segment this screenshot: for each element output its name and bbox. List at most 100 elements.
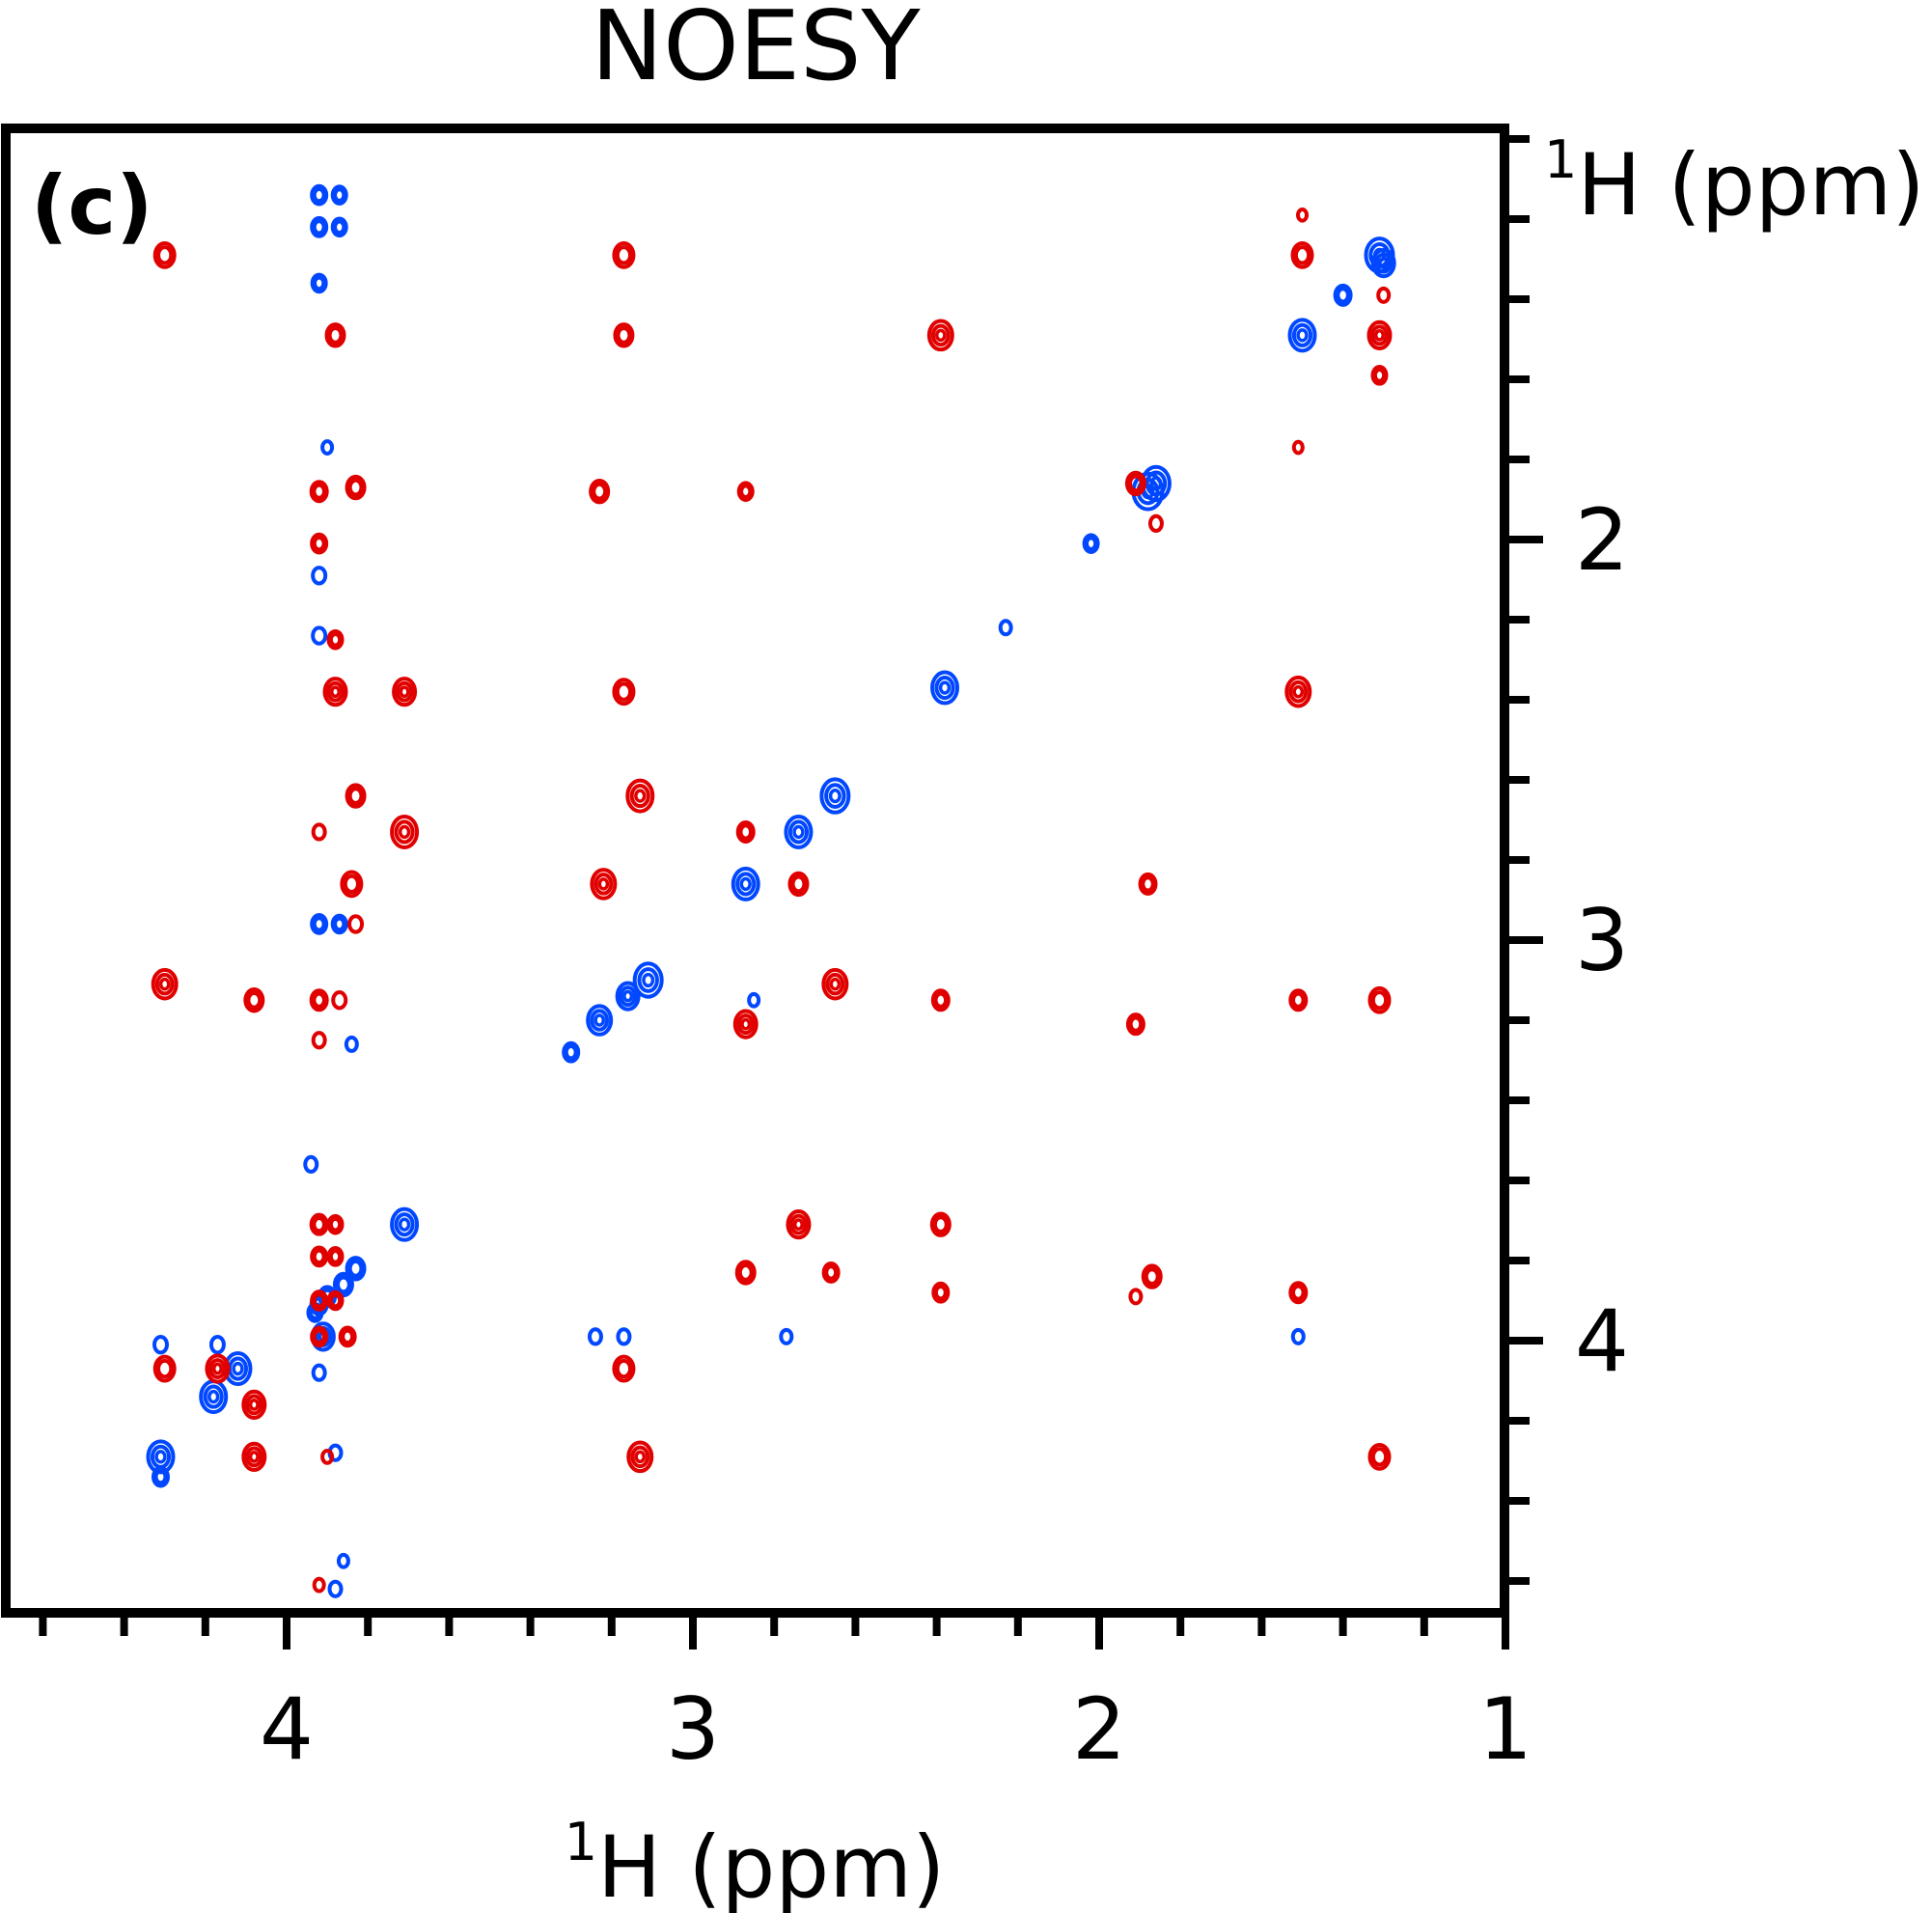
x-tick-label-1: 1: [1478, 1679, 1532, 1779]
negative-peak-24: [625, 778, 655, 814]
x-tick-label-4: 4: [260, 1679, 314, 1779]
x-tick-label-3: 3: [666, 1679, 720, 1779]
negative-peak-17: [310, 532, 329, 555]
positive-peak-3: [1287, 318, 1317, 353]
positive-peak-38: [330, 913, 348, 935]
negative-peak-62: [612, 1354, 636, 1383]
positive-peak-29: [310, 183, 329, 207]
positive-peak-43: [616, 1327, 632, 1346]
plot-frame: [1, 124, 1509, 1618]
y-axis-label-sup: 1: [1544, 129, 1577, 190]
positive-peak-39: [344, 1035, 359, 1053]
negative-peak-66: [1367, 1442, 1392, 1471]
positive-peak-13: [615, 981, 641, 1012]
negative-peak-40: [1367, 985, 1392, 1014]
negative-peak-6: [613, 322, 635, 348]
y-axis-label: 1H (ppm): [1544, 129, 1925, 235]
positive-peak-46: [152, 1334, 169, 1355]
negative-peak-36: [331, 990, 348, 1011]
positive-peak-31: [310, 215, 329, 238]
negative-peak-19: [322, 677, 348, 707]
negative-peak-35: [309, 988, 329, 1012]
negative-peak-64: [241, 1441, 267, 1472]
positive-peak-44: [779, 1327, 794, 1345]
y-tick-label-3: 3: [1575, 891, 1629, 990]
positive-peak-42: [587, 1327, 603, 1346]
x-axis-label-text: H (ppm): [597, 1817, 945, 1913]
chart-title: NOESY: [591, 0, 921, 102]
positive-peak-2: [1333, 283, 1353, 307]
positive-peak-9: [819, 777, 851, 815]
negative-peak-56: [1128, 1288, 1144, 1306]
negative-peak-51: [821, 1261, 841, 1284]
panel-label: (c): [31, 158, 153, 253]
negative-peak-44: [309, 1212, 329, 1236]
negative-peak-41: [732, 1009, 759, 1040]
positive-peak-14: [586, 1004, 614, 1037]
negative-peak-25: [311, 822, 327, 842]
positive-peak-40: [303, 1154, 319, 1175]
negative-peak-27: [735, 819, 756, 844]
y-tick-label-2: 2: [1575, 490, 1629, 590]
positive-peak-15: [562, 1040, 581, 1064]
negative-peak-22: [1284, 675, 1312, 708]
negative-peak-13: [736, 481, 755, 503]
positive-peak-30: [330, 184, 348, 206]
positive-peak-11: [731, 866, 760, 901]
y-axis-label-text: H (ppm): [1577, 135, 1924, 235]
positive-peak-41: [311, 1363, 327, 1382]
negative-peak-14: [1124, 470, 1146, 497]
negative-peak-63: [241, 1389, 267, 1421]
negative-peak-28: [340, 870, 364, 899]
negative-peak-50: [734, 1260, 757, 1286]
negative-peak-47: [929, 1211, 952, 1237]
negative-peak-54: [326, 1289, 345, 1312]
positive-peak-24: [199, 1379, 229, 1415]
negative-peak-21: [612, 678, 636, 707]
negative-peak-31: [1138, 872, 1158, 896]
positive-peak-17: [345, 1256, 367, 1282]
negative-peak-3: [1376, 286, 1392, 304]
negative-peak-43: [311, 1031, 327, 1050]
negative-peak-59: [338, 1325, 357, 1348]
negative-peak-38: [930, 988, 951, 1012]
y-axis-ticks: 2 3 4: [1504, 135, 1629, 1585]
negative-peak-23: [345, 783, 367, 809]
negative-peak-18: [326, 628, 345, 651]
positive-peak-1: [1370, 248, 1396, 279]
negative-peak-68: [312, 1576, 326, 1594]
positive-peak-35: [311, 566, 328, 586]
negative-peak-65: [626, 1440, 654, 1474]
positive-peak-48: [747, 991, 761, 1009]
negative-peak-48: [310, 1245, 329, 1268]
negative-peak-58: [310, 1325, 329, 1348]
positive-peak-18: [332, 1271, 354, 1298]
positive-peak-6: [1082, 533, 1100, 554]
positive-peak-45: [1290, 1327, 1306, 1345]
y-tick-label-4: 4: [1575, 1291, 1629, 1391]
positive-peak-34: [320, 439, 335, 456]
negative-peak-52: [1141, 1263, 1163, 1289]
negative-peak-67: [320, 1448, 335, 1465]
negative-peak-4: [1296, 208, 1309, 223]
positive-peak-16: [390, 1206, 420, 1242]
positive-peak-37: [310, 913, 329, 935]
positive-peak-10: [784, 814, 814, 849]
negative-peak-16: [1291, 439, 1305, 456]
negative-peak-32: [347, 914, 365, 934]
negative-peak-2: [1290, 240, 1314, 269]
positive-peak-32: [330, 216, 348, 238]
positive-peak-36: [311, 625, 328, 646]
negative-peak-7: [926, 319, 954, 352]
x-tick-label-2: 2: [1072, 1679, 1126, 1779]
negative-peak-45: [326, 1213, 345, 1235]
negative-peak-34: [243, 987, 265, 1013]
negative-peak-9: [1370, 365, 1389, 386]
negative-peak-0: [152, 240, 177, 269]
negative-peak-33: [151, 967, 179, 1001]
positive-peak-27: [327, 1579, 344, 1598]
negative-peak-57: [1288, 1281, 1309, 1305]
negative-peak-10: [309, 480, 329, 504]
negative-peak-37: [821, 967, 849, 1001]
negative-peak-61: [205, 1353, 231, 1384]
